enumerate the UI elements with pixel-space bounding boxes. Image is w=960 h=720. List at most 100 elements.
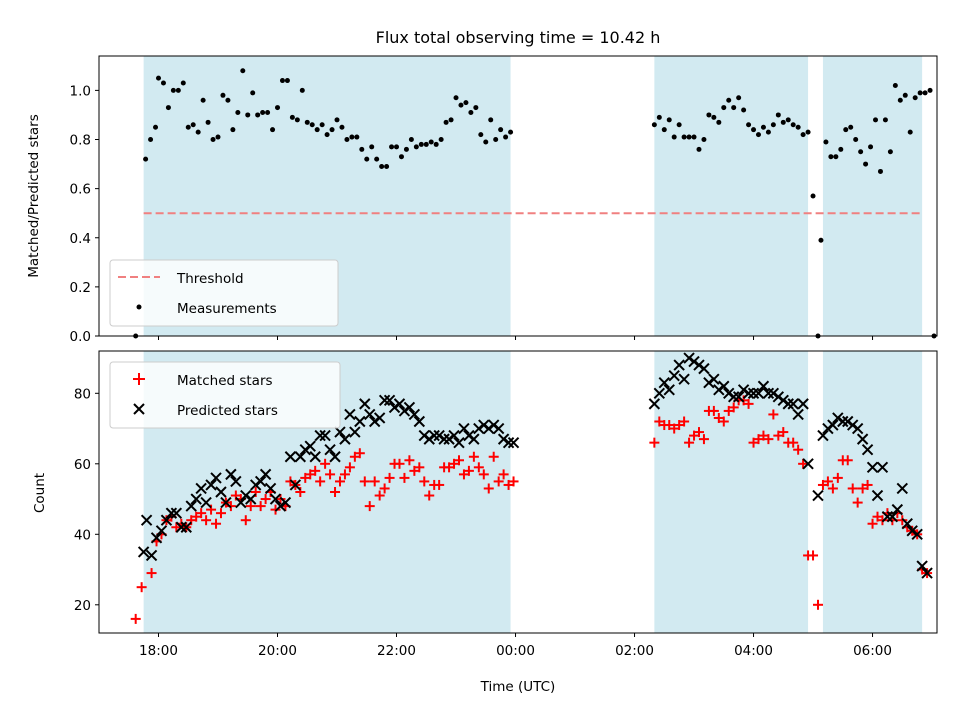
measurement-point [927, 87, 933, 93]
x-tick-label: 22:00 [377, 643, 416, 659]
measurement-point [299, 87, 305, 93]
predicted-legend-swatch [133, 403, 145, 415]
predicted-point [772, 391, 785, 403]
predicted-point [797, 398, 809, 410]
predicted-legend-label: Predicted stars [177, 403, 278, 419]
predicted-point [822, 422, 834, 435]
measurement-point [175, 87, 181, 93]
predicted-point [886, 510, 899, 523]
predicted-point [180, 521, 192, 533]
predicted-point [856, 433, 869, 445]
top-axes-frame [98, 55, 938, 337]
predicted-point [802, 458, 814, 470]
predicted-point [378, 394, 391, 407]
predicted-point [842, 415, 854, 428]
measurement-point [195, 129, 201, 135]
measurement-point [309, 122, 315, 128]
measurement-point [185, 124, 191, 130]
predicted-point [344, 408, 356, 421]
shaded-interval-2 [822, 56, 923, 336]
predicted-point [916, 560, 928, 572]
predicted-point [230, 475, 242, 488]
measurement-point [780, 119, 786, 125]
predicted-point [673, 359, 685, 371]
predicted-point [373, 412, 386, 424]
matched-point [483, 483, 494, 494]
matched-point [684, 437, 695, 448]
matched-point [852, 497, 863, 508]
measurement-point [858, 149, 864, 155]
measurement-point [922, 90, 928, 96]
predicted-point [502, 436, 515, 449]
predicted-point [876, 461, 889, 474]
predicted-point [767, 387, 780, 400]
measurement-point [463, 100, 469, 106]
matched-point [384, 472, 395, 483]
y-tick-label: 0.2 [70, 280, 91, 296]
measurement-point [746, 122, 752, 128]
matched-point [679, 416, 690, 427]
measurement-point [912, 95, 918, 101]
matched-point [708, 405, 719, 416]
measurements-legend-label: Measurements [177, 301, 277, 317]
predicted-point [483, 422, 495, 435]
measurement-point [215, 134, 221, 140]
x-tick-label: 02:00 [615, 643, 654, 659]
matched-point [763, 434, 774, 445]
matched-point [424, 490, 435, 501]
measurement-point [240, 68, 246, 74]
predicted-point [413, 415, 426, 428]
measurement-point [354, 134, 360, 140]
matched-point [255, 501, 266, 512]
predicted-point [294, 451, 307, 463]
predicted-point [792, 408, 804, 421]
measurement-point [339, 124, 345, 130]
measurement-point [508, 129, 514, 135]
matched-point [768, 409, 779, 420]
predicted-point [648, 398, 661, 410]
predicted-point [185, 500, 197, 512]
measurement-point [418, 141, 424, 147]
matched-point [211, 518, 222, 529]
measurement-point [755, 132, 761, 138]
matched-point [196, 508, 207, 519]
predicted-point [433, 429, 445, 442]
predicted-point [663, 384, 675, 396]
predicted-point [861, 443, 874, 456]
measurement-point [255, 112, 261, 118]
measurement-point [741, 107, 747, 113]
predicted-point [215, 486, 227, 498]
measurement-point [433, 141, 439, 147]
measurement-point [413, 144, 419, 150]
predicted-point [329, 451, 341, 463]
predicted-point [901, 518, 913, 530]
bottom-panel: 20 40 60 80 18:00 20:00 22:00 00:00 02:00 04:00 0… [32, 350, 938, 695]
predicted-point [881, 510, 894, 523]
measurement-point [823, 139, 829, 145]
measurement-point [220, 92, 226, 98]
measurement-point [289, 114, 295, 120]
y-tick-label: 1.0 [70, 83, 91, 99]
measurement-point [785, 117, 791, 123]
measurement-point [379, 164, 385, 170]
measurement-point [848, 124, 854, 130]
y-tick-label: 0.0 [70, 329, 91, 345]
measurement-point [503, 134, 509, 140]
predicted-point [693, 359, 705, 371]
predicted-point [408, 408, 421, 421]
predicted-point [851, 422, 864, 435]
measurement-point [656, 114, 662, 120]
matched-point [812, 599, 823, 610]
y-tick-label: 0.8 [70, 133, 91, 149]
predicted-point [137, 546, 150, 558]
predicted-point [428, 429, 440, 442]
measurement-point [284, 78, 290, 84]
predicted-point [205, 479, 217, 491]
measurement-point [917, 90, 923, 96]
bottom-y-ticks: 20 40 60 80 [74, 386, 99, 614]
measurement-point [304, 119, 310, 125]
matched-point [334, 476, 345, 487]
measurement-point [843, 127, 849, 133]
matched-point [718, 416, 729, 427]
predicted-point [388, 401, 401, 414]
